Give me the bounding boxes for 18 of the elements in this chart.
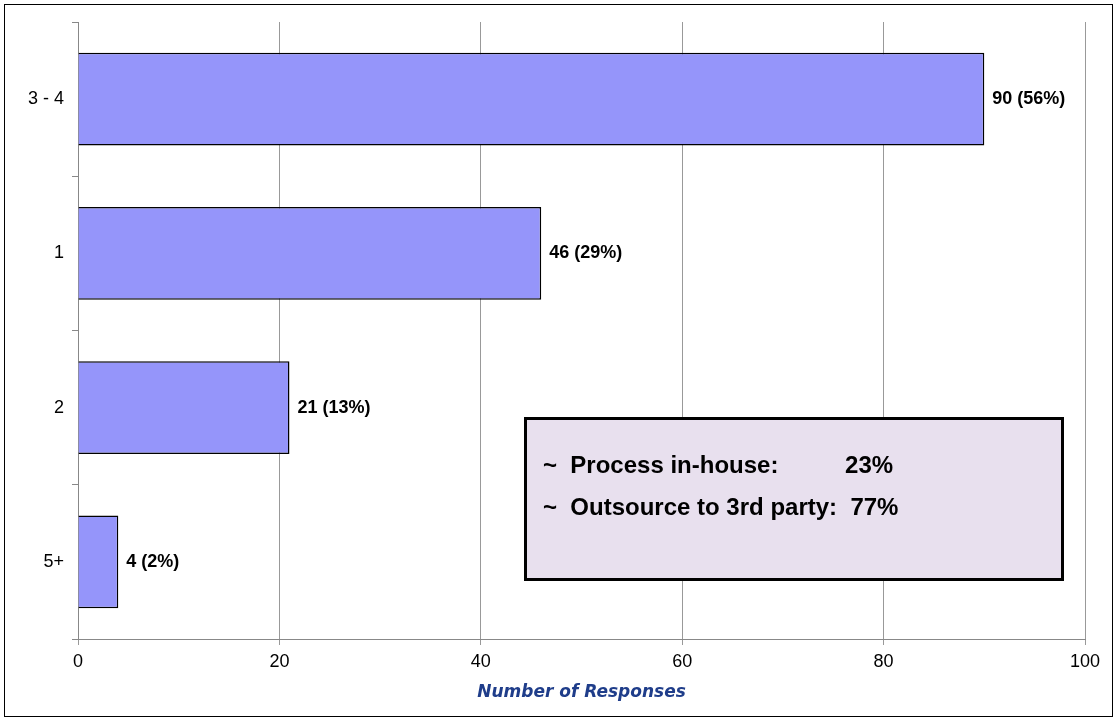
note-box: ~ Process in-house: 23% ~ Outsource to 3rd party: 77% [524, 417, 1064, 581]
annotation: ~ Process in-house: 23% [543, 450, 895, 480]
x-tick-label: 0 [73, 650, 84, 671]
y-tick-label: 1 [54, 242, 65, 263]
x-tick-label: 80 [873, 650, 894, 671]
data-label: 21 (13%) [297, 396, 371, 417]
y-tick-label: 2 [54, 396, 65, 417]
x-axis-title: Number of Responses [477, 681, 686, 702]
x-tick-label: 40 [470, 650, 491, 671]
x-tick-label: 100 [1069, 650, 1101, 671]
data-label: 4 (2%) [126, 550, 180, 571]
data-label: 46 (29%) [549, 242, 623, 263]
y-tick-label: 5+ [43, 550, 65, 571]
data-label: 90 (56%) [992, 88, 1066, 109]
x-tick-label: 60 [672, 650, 693, 671]
annotation: ~ Outsource to 3rd party: 77% [543, 492, 900, 522]
x-tick-label: 20 [269, 650, 290, 671]
y-tick-label: 3 - 4 [27, 88, 65, 109]
